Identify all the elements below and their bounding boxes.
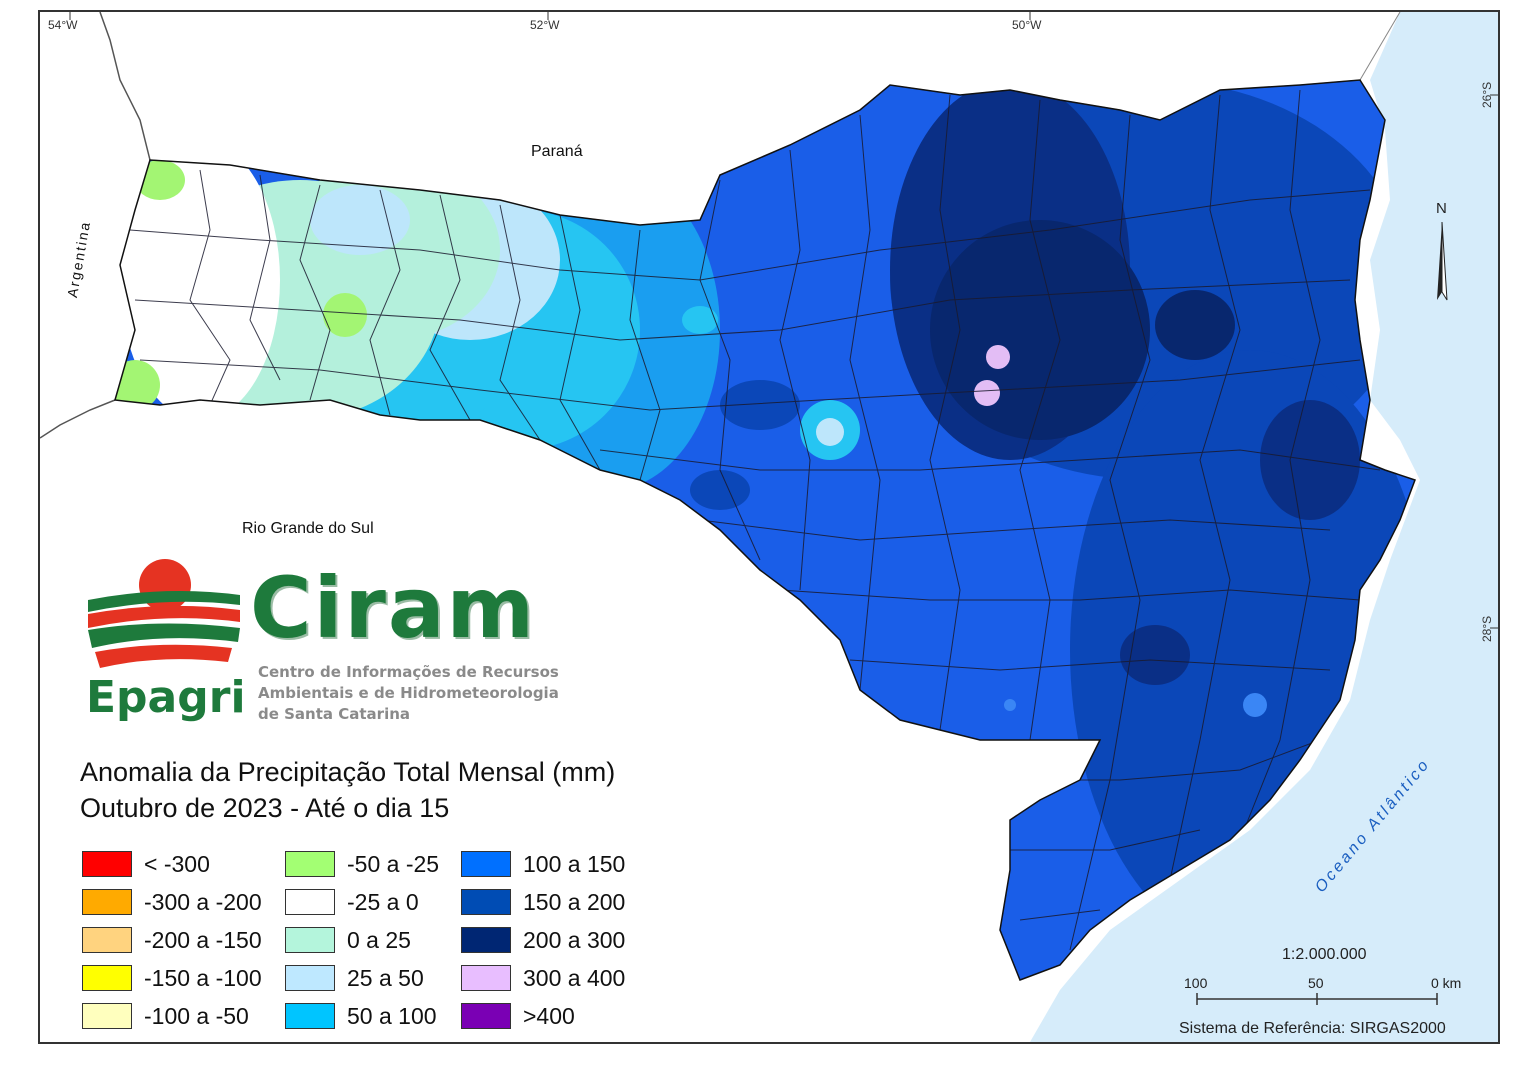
legend-swatch [461, 965, 511, 991]
scale-tick-0: 0 km [1431, 975, 1462, 991]
legend-label: 0 a 25 [347, 926, 411, 953]
map-subtitle: Outubro de 2023 - Até o dia 15 [80, 793, 450, 823]
legend-label: 200 a 300 [523, 926, 626, 953]
legend-swatch [461, 889, 511, 915]
legend-item: 50 a 100 [285, 1002, 437, 1030]
epagri-logo-icon [88, 559, 240, 668]
legend-item: 0 a 25 [285, 926, 411, 954]
logo-subtitle-2: Ambientais e de Hidrometeorologia [258, 684, 559, 702]
legend-label: 50 a 100 [347, 1002, 437, 1029]
lat-label-28: 28°S [1480, 615, 1494, 642]
legend-item: >400 [461, 1002, 575, 1030]
logo-subtitle-3: de Santa Catarina [258, 705, 411, 723]
legend-swatch [285, 889, 335, 915]
legend-item: -100 a -50 [82, 1002, 249, 1030]
legend-item: 150 a 200 [461, 888, 625, 916]
logo-subtitle-1: Centro de Informações de Recursos [258, 663, 559, 681]
legend-label: 300 a 400 [523, 964, 626, 991]
scale-tick-100: 100 [1184, 975, 1208, 991]
legend-item: -50 a -25 [285, 850, 439, 878]
legend-label: -150 a -100 [144, 964, 262, 991]
legend-label: >400 [523, 1002, 575, 1029]
legend-swatch [285, 851, 335, 877]
legend-label: < -300 [144, 850, 210, 877]
lat-label-26: 26°S [1480, 81, 1494, 108]
legend-label: -100 a -50 [144, 1002, 249, 1029]
legend-swatch [82, 851, 132, 877]
legend-label: -300 a -200 [144, 888, 262, 915]
legend-label: 150 a 200 [523, 888, 626, 915]
scale-bar [1196, 993, 1438, 1005]
legend-swatch [285, 1003, 335, 1029]
legend-item: 300 a 400 [461, 964, 625, 992]
logo-epagri: Epagri [86, 672, 246, 723]
legend-swatch [82, 927, 132, 953]
municipality-borders [129, 89, 1381, 951]
legend-swatch [82, 965, 132, 991]
graticule-ticks [69, 12, 1498, 629]
legend-item: 25 a 50 [285, 964, 424, 992]
scale-tick-50: 50 [1308, 975, 1324, 991]
legend-item: 100 a 150 [461, 850, 625, 878]
legend-item: < -300 [82, 850, 210, 878]
legend-swatch [461, 927, 511, 953]
legend-item: -200 a -150 [82, 926, 262, 954]
scale-text: 1:2.000.000 [1282, 946, 1367, 963]
region-label-parana: Paraná [531, 143, 583, 160]
legend-swatch [461, 851, 511, 877]
legend-item: 200 a 300 [461, 926, 625, 954]
legend-swatch [82, 1003, 132, 1029]
lon-label-54: 54°W [48, 18, 78, 32]
legend-item: -300 a -200 [82, 888, 262, 916]
santa-catarina-outline [114, 79, 1416, 981]
north-arrow-icon [1437, 221, 1448, 301]
legend-label: 25 a 50 [347, 964, 424, 991]
legend-label: -50 a -25 [347, 850, 440, 877]
map-title: Anomalia da Precipitação Total Mensal (m… [80, 757, 616, 787]
legend-swatch [285, 965, 335, 991]
legend-item: -150 a -100 [82, 964, 262, 992]
reference-system: Sistema de Referência: SIRGAS2000 [1179, 1020, 1446, 1037]
legend-swatch [461, 1003, 511, 1029]
legend-swatch [285, 927, 335, 953]
ocean-area [1030, 12, 1498, 1042]
lon-label-52: 52°W [530, 18, 560, 32]
legend-swatch [82, 889, 132, 915]
logo-ciram: Ciram [250, 559, 537, 657]
region-label-rio-grande-do-sul: Rio Grande do Sul [242, 520, 374, 537]
lon-label-50: 50°W [1012, 18, 1042, 32]
argentina-border [40, 12, 151, 439]
north-label: N [1436, 200, 1447, 217]
legend-label: -25 a 0 [347, 888, 419, 915]
legend-label: -200 a -150 [144, 926, 262, 953]
legend-item: -25 a 0 [285, 888, 419, 916]
legend-label: 100 a 150 [523, 850, 626, 877]
